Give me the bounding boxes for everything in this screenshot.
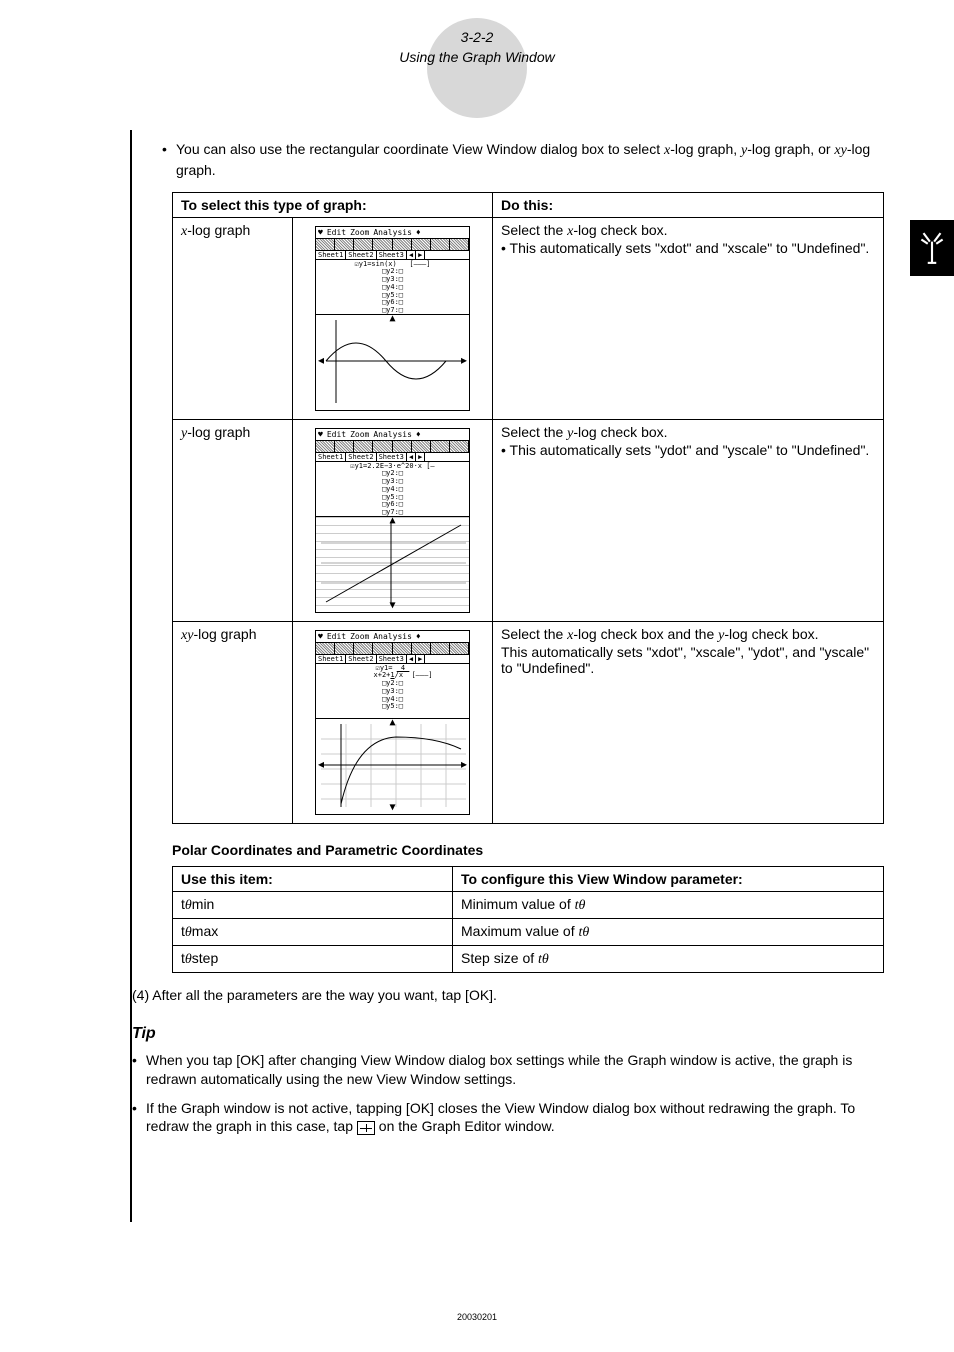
polar-heading: Polar Coordinates and Parametric Coordin… [172, 842, 884, 858]
bullet-dot: • [162, 140, 176, 180]
calculator-screenshot: ♥EditZoomAnalysis♦ Sheet1Sheet2Sheet3◀▶ … [315, 226, 470, 411]
row-label: xy-log graph [173, 621, 293, 823]
table-head-left: To select this type of graph: [173, 192, 493, 217]
table-row: x-log graph ♥EditZoomAnalysis♦ Sheet1She… [173, 217, 884, 419]
intro-text: You can also use the rectangular coordin… [176, 140, 884, 180]
ss-toolbar [316, 239, 469, 251]
calculator-screenshot: ♥EditZoomAnalysis♦ Sheet1Sheet2Sheet3◀▶ … [315, 630, 470, 815]
ss-function-list: ☑y1=sin(x) [———] □y2:□□y3:□□y4:□□y5:□□y6… [316, 260, 469, 315]
tip-heading: Tip [132, 1025, 884, 1043]
table-head-right: Do this: [493, 192, 884, 217]
row-label: x-log graph [173, 217, 293, 419]
ss-tabs: Sheet1Sheet2Sheet3◀▶ [316, 251, 469, 260]
row-description: Select the x-log check box and the y-log… [493, 621, 884, 823]
side-tab [910, 220, 954, 276]
ss-menubar: ♥EditZoomAnalysis♦ [316, 227, 469, 239]
tip-text: When you tap [OK] after changing View Wi… [146, 1051, 884, 1089]
table-row: tθstep Step size of tθ [173, 945, 884, 972]
page-number: 3-2-2 [0, 28, 954, 48]
row-screenshot-cell: ♥EditZoomAnalysis♦ Sheet1Sheet2Sheet3◀▶ … [293, 419, 493, 621]
polar-head-right: To configure this View Window parameter: [453, 866, 884, 891]
antenna-icon [919, 231, 945, 265]
step-4: (4) After all the parameters are the way… [132, 987, 884, 1003]
table-row: xy-log graph ♥EditZoomAnalysis♦ Sheet1Sh… [173, 621, 884, 823]
row-label: y-log graph [173, 419, 293, 621]
table-row: y-log graph ♥EditZoomAnalysis♦ Sheet1She… [173, 419, 884, 621]
row-sub-bullet: • This automatically sets "xdot" and "xs… [501, 240, 869, 256]
page-title: Using the Graph Window [0, 48, 954, 68]
polar-head-left: Use this item: [173, 866, 453, 891]
row-screenshot-cell: ♥EditZoomAnalysis♦ Sheet1Sheet2Sheet3◀▶ … [293, 621, 493, 823]
graph-icon [357, 1121, 375, 1135]
intro-bullet: • You can also use the rectangular coord… [162, 140, 884, 180]
row-description: Select the y-log check box. • This autom… [493, 419, 884, 621]
table-row: tθmax Maximum value of tθ [173, 918, 884, 945]
ss-graph-area: ▲ ◀ ▶ [316, 315, 469, 407]
left-vertical-rule [130, 130, 132, 1222]
content-area: • You can also use the rectangular coord… [162, 110, 884, 1136]
polar-table: Use this item: To configure this View Wi… [172, 866, 884, 973]
page-header: 3-2-2 Using the Graph Window [0, 0, 954, 110]
table-row: tθmin Minimum value of tθ [173, 891, 884, 918]
tip-bullet: • If the Graph window is not active, tap… [132, 1099, 884, 1137]
calculator-screenshot: ♥EditZoomAnalysis♦ Sheet1Sheet2Sheet3◀▶ … [315, 428, 470, 613]
tip-text: If the Graph window is not active, tappi… [146, 1099, 884, 1137]
footer-number: 20030201 [0, 1312, 954, 1322]
graph-type-table: To select this type of graph: Do this: x… [172, 192, 884, 824]
row-screenshot-cell: ♥EditZoomAnalysis♦ Sheet1Sheet2Sheet3◀▶ … [293, 217, 493, 419]
row-description: Select the x-log check box. • This autom… [493, 217, 884, 419]
tip-bullet: • When you tap [OK] after changing View … [132, 1051, 884, 1089]
